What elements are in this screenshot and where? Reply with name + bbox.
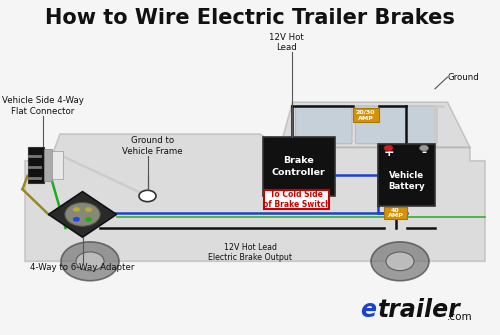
Text: 12V Hot
Lead: 12V Hot Lead bbox=[269, 32, 304, 52]
Text: 40
AMP: 40 AMP bbox=[388, 208, 404, 218]
Circle shape bbox=[139, 190, 156, 202]
Text: 12V Hot Lead: 12V Hot Lead bbox=[224, 243, 276, 252]
Circle shape bbox=[73, 207, 80, 212]
Text: Electric Brake Output: Electric Brake Output bbox=[208, 253, 292, 262]
FancyBboxPatch shape bbox=[356, 106, 437, 144]
Text: Brake
Controller: Brake Controller bbox=[272, 156, 326, 177]
FancyBboxPatch shape bbox=[384, 207, 407, 219]
FancyBboxPatch shape bbox=[296, 106, 352, 144]
FancyBboxPatch shape bbox=[378, 144, 435, 206]
Text: Ground: Ground bbox=[448, 73, 479, 81]
Circle shape bbox=[384, 145, 393, 151]
Circle shape bbox=[85, 207, 92, 212]
FancyBboxPatch shape bbox=[262, 137, 335, 196]
Polygon shape bbox=[25, 134, 485, 261]
FancyBboxPatch shape bbox=[352, 108, 378, 122]
Text: e: e bbox=[360, 298, 376, 322]
Circle shape bbox=[85, 217, 92, 222]
Text: Vehicle
Battery: Vehicle Battery bbox=[388, 171, 424, 192]
Text: +: + bbox=[383, 146, 394, 159]
Circle shape bbox=[73, 217, 80, 222]
Circle shape bbox=[61, 242, 119, 281]
Text: .com: .com bbox=[446, 312, 472, 322]
Text: 20/30
AMP: 20/30 AMP bbox=[356, 110, 375, 121]
Circle shape bbox=[65, 203, 100, 226]
FancyBboxPatch shape bbox=[264, 190, 329, 209]
Text: How to Wire Electric Trailer Brakes: How to Wire Electric Trailer Brakes bbox=[45, 8, 455, 28]
FancyBboxPatch shape bbox=[52, 151, 62, 179]
Circle shape bbox=[76, 252, 104, 271]
Text: To Cold Side
of Brake Switch: To Cold Side of Brake Switch bbox=[262, 190, 330, 209]
Circle shape bbox=[420, 145, 428, 151]
Circle shape bbox=[371, 242, 429, 281]
FancyBboxPatch shape bbox=[28, 147, 44, 183]
FancyBboxPatch shape bbox=[44, 149, 52, 181]
Text: trailer: trailer bbox=[378, 298, 460, 322]
Text: Vehicle Side 4-Way
Flat Connector: Vehicle Side 4-Way Flat Connector bbox=[2, 96, 84, 116]
Polygon shape bbox=[48, 192, 116, 237]
Circle shape bbox=[386, 252, 414, 271]
Text: 4-Way to 6-Way Adapter: 4-Way to 6-Way Adapter bbox=[30, 263, 134, 272]
Polygon shape bbox=[280, 102, 470, 147]
Text: -: - bbox=[422, 146, 426, 159]
Text: Ground to
Vehicle Frame: Ground to Vehicle Frame bbox=[122, 136, 183, 156]
